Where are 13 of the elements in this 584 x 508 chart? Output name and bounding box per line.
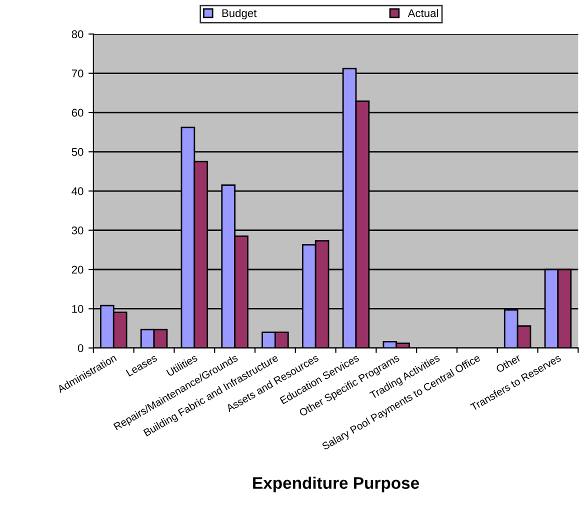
y-tick-label: 60 (72, 108, 84, 117)
y-tick-label: 10 (72, 305, 84, 313)
y-tick-label: 80 (72, 30, 84, 38)
legend-label: Actual (408, 8, 438, 18)
y-tick-label: 0 (78, 344, 84, 352)
y-tick-label: 40 (72, 187, 84, 196)
legend-label: Budget (222, 8, 257, 20)
y-tick-label: 30 (72, 226, 84, 234)
y-tick-label: 50 (72, 148, 84, 156)
y-tick-label: 20 (72, 266, 84, 274)
x-axis-title: Expenditure Purpose (253, 476, 420, 492)
y-tick-label: 70 (72, 70, 84, 78)
x-tick-label: Other (495, 354, 522, 373)
